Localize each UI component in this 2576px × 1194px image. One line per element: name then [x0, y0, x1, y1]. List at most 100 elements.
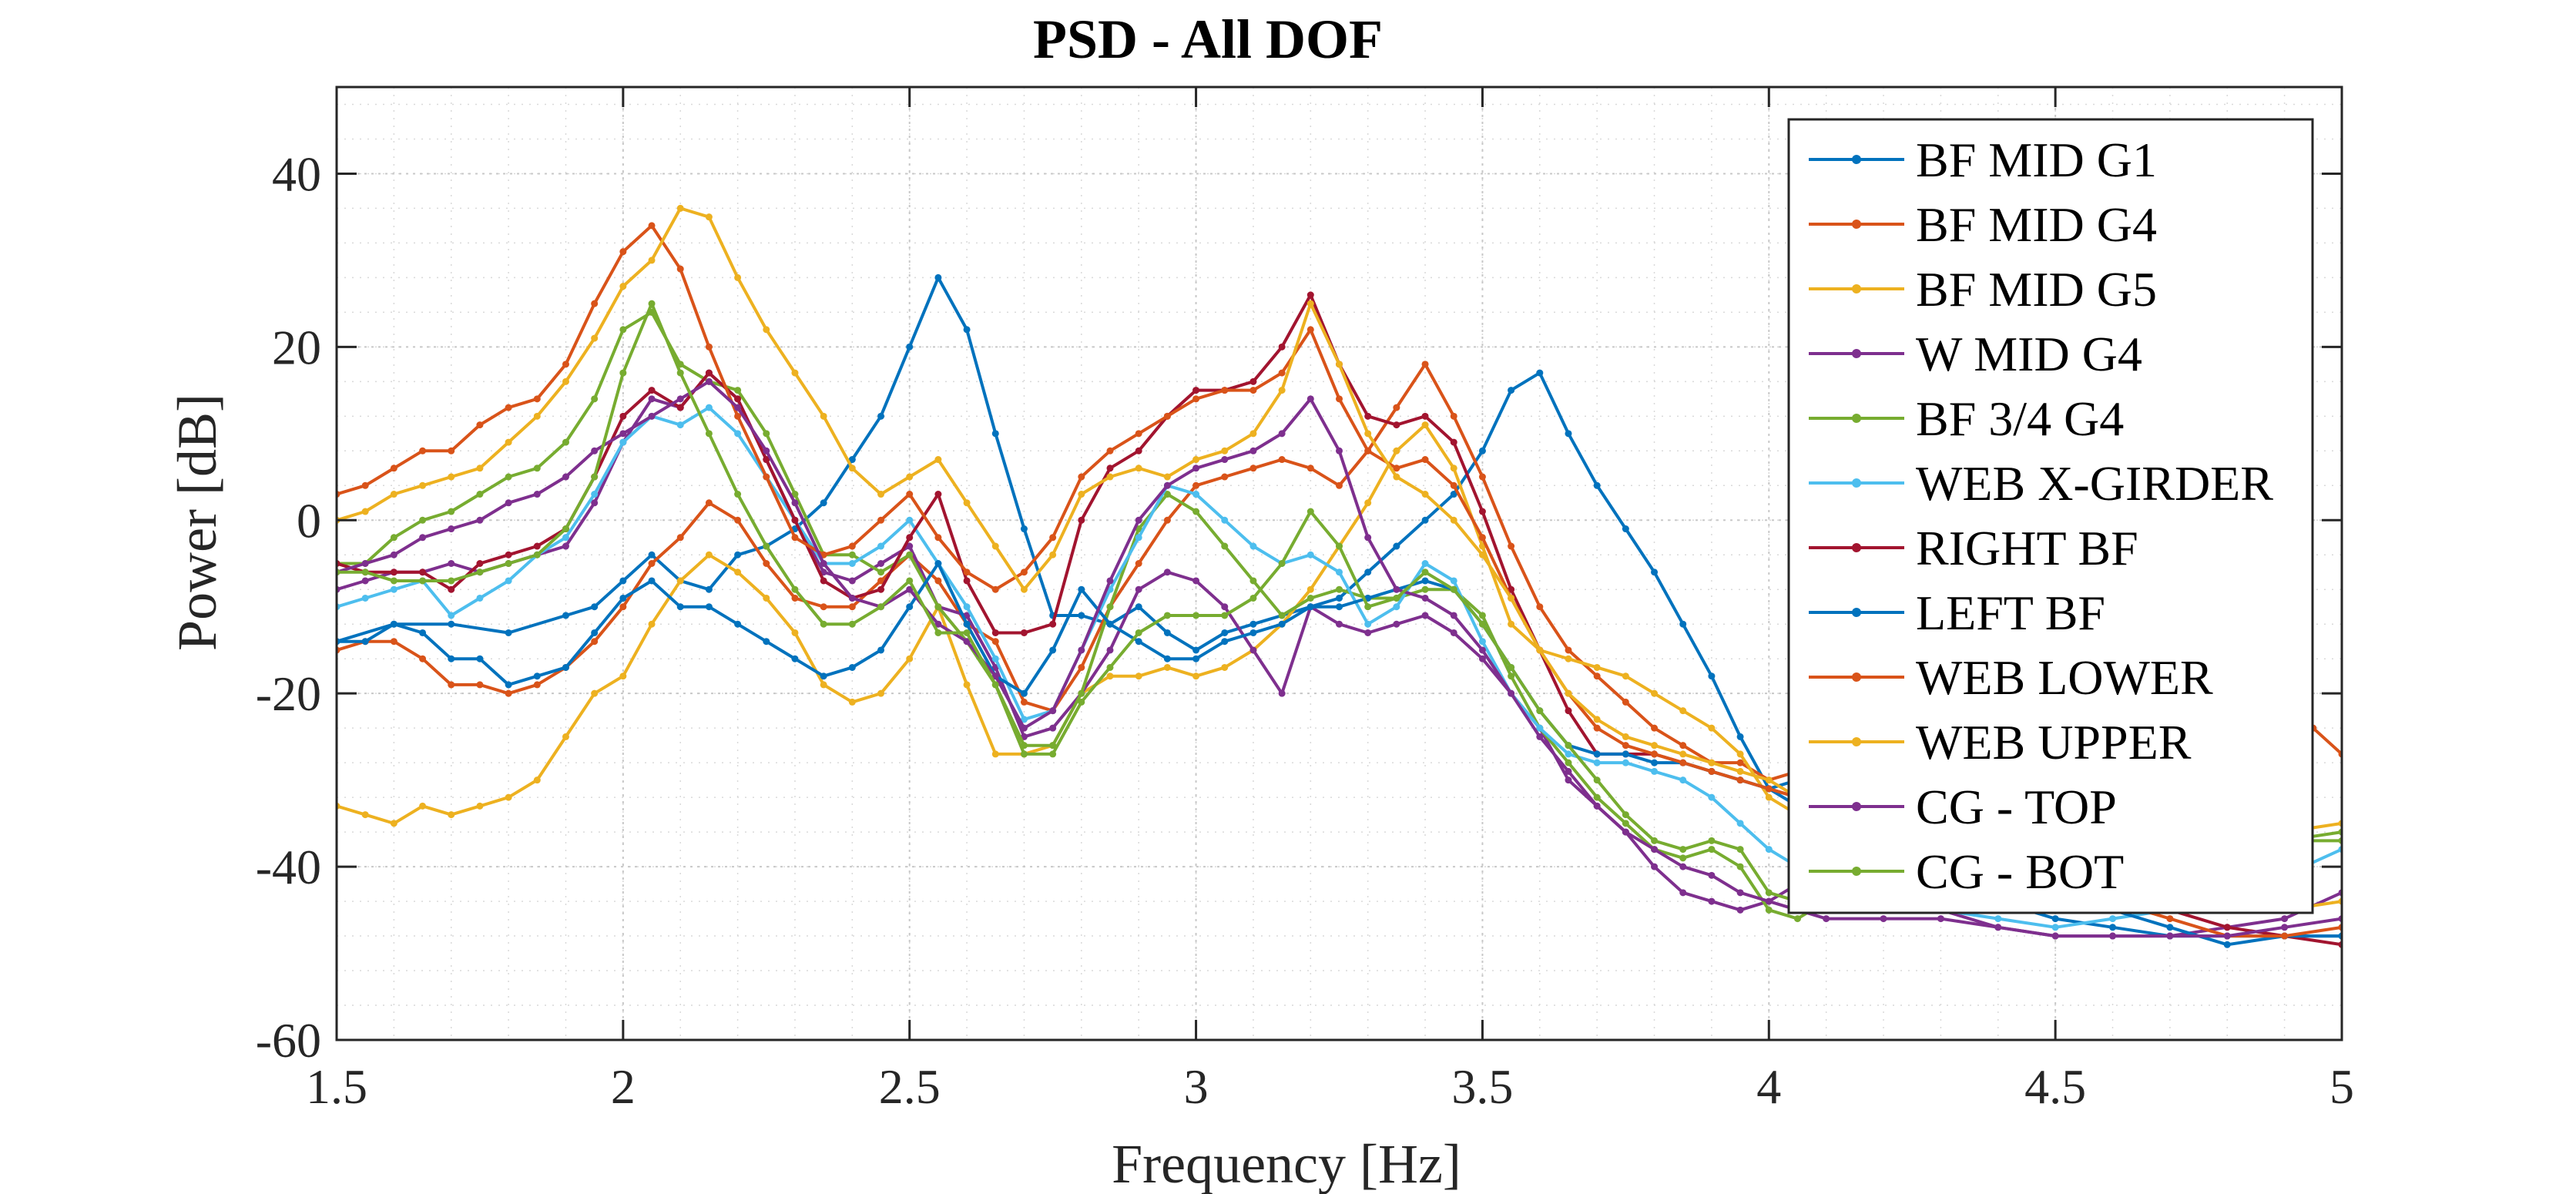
- x-tick-label: 2.5: [879, 1059, 941, 1114]
- data-point: [1106, 672, 1114, 680]
- data-point: [791, 655, 799, 662]
- data-point: [1508, 620, 1515, 628]
- data-point: [1106, 473, 1114, 481]
- data-point: [877, 689, 885, 697]
- data-point: [1622, 525, 1629, 533]
- data-point: [963, 568, 971, 576]
- data-point: [1278, 612, 1286, 619]
- data-point: [991, 681, 999, 689]
- data-point: [734, 620, 742, 628]
- data-point: [1565, 646, 1572, 654]
- data-point: [963, 577, 971, 585]
- data-point: [1278, 387, 1286, 394]
- data-point: [648, 412, 656, 420]
- data-point: [848, 577, 856, 585]
- axes-box: [335, 86, 2343, 1041]
- data-point: [1478, 508, 1486, 515]
- data-point: [1078, 663, 1085, 671]
- data-point: [2109, 915, 2117, 923]
- data-point: [1336, 594, 1343, 602]
- data-point: [1249, 377, 1257, 385]
- data-point: [1364, 603, 1372, 611]
- data-point: [963, 681, 971, 689]
- legend-label: BF MID G5: [1916, 262, 2157, 317]
- data-point: [619, 248, 627, 256]
- data-point: [448, 447, 455, 454]
- data-point: [848, 620, 856, 628]
- data-point: [1593, 724, 1601, 732]
- y-tick-label: -40: [256, 840, 321, 894]
- legend-marker: [1852, 672, 1861, 682]
- data-point: [1565, 759, 1572, 766]
- data-point: [533, 395, 541, 403]
- data-point: [676, 404, 684, 411]
- data-point: [763, 430, 770, 438]
- data-point: [1508, 594, 1515, 602]
- data-point: [619, 577, 627, 585]
- data-point: [991, 750, 999, 758]
- data-point: [1192, 481, 1200, 489]
- data-point: [1736, 767, 1744, 775]
- legend-label: BF MID G1: [1916, 132, 2157, 187]
- data-point: [848, 551, 856, 558]
- data-point: [1450, 577, 1457, 585]
- data-point: [1651, 837, 1659, 844]
- data-point: [1508, 542, 1515, 550]
- data-point: [1020, 698, 1028, 706]
- data-point: [906, 577, 914, 585]
- data-point: [1736, 846, 1744, 854]
- data-point: [390, 638, 397, 646]
- data-point: [1135, 603, 1142, 611]
- legend-label: BF 3/4 G4: [1916, 391, 2124, 446]
- data-point: [361, 481, 369, 489]
- legend-label: BF MID G4: [1916, 197, 2157, 252]
- data-point: [1421, 568, 1429, 576]
- data-point: [448, 577, 455, 585]
- data-point: [1536, 369, 1544, 377]
- data-point: [1364, 534, 1372, 542]
- data-point: [1078, 689, 1085, 697]
- data-point: [1135, 638, 1142, 646]
- data-point: [820, 499, 827, 507]
- data-point: [1106, 663, 1114, 671]
- data-point: [390, 551, 397, 558]
- data-point: [676, 603, 684, 611]
- data-point: [2281, 932, 2289, 940]
- data-point: [820, 681, 827, 689]
- data-point: [1135, 560, 1142, 567]
- data-point: [848, 456, 856, 464]
- data-point: [1306, 291, 1314, 299]
- data-point: [1536, 646, 1544, 654]
- data-point: [1306, 594, 1314, 602]
- data-point: [906, 516, 914, 524]
- data-point: [1622, 820, 1629, 827]
- data-point: [1106, 603, 1114, 611]
- data-point: [934, 629, 942, 636]
- data-point: [963, 620, 971, 628]
- data-point: [1049, 551, 1057, 558]
- data-point: [1163, 568, 1171, 576]
- data-point: [1135, 585, 1142, 593]
- data-point: [1393, 594, 1400, 602]
- data-point: [1565, 776, 1572, 784]
- data-point: [419, 655, 427, 662]
- data-point: [1593, 776, 1601, 784]
- data-point: [1163, 516, 1171, 524]
- data-point: [1278, 430, 1286, 438]
- data-point: [1249, 577, 1257, 585]
- data-point: [734, 516, 742, 524]
- legend-box: [1787, 118, 2314, 914]
- legend-label: CG - TOP: [1916, 780, 2117, 834]
- data-point: [676, 265, 684, 273]
- data-point: [1192, 577, 1200, 585]
- data-point: [1221, 638, 1229, 646]
- data-point: [1679, 750, 1687, 758]
- data-point: [1478, 612, 1486, 619]
- data-point: [877, 542, 885, 550]
- data-point: [963, 603, 971, 611]
- data-point: [419, 629, 427, 636]
- data-point: [1192, 672, 1200, 680]
- data-point: [361, 577, 369, 585]
- data-point: [1336, 542, 1343, 550]
- data-point: [390, 465, 397, 472]
